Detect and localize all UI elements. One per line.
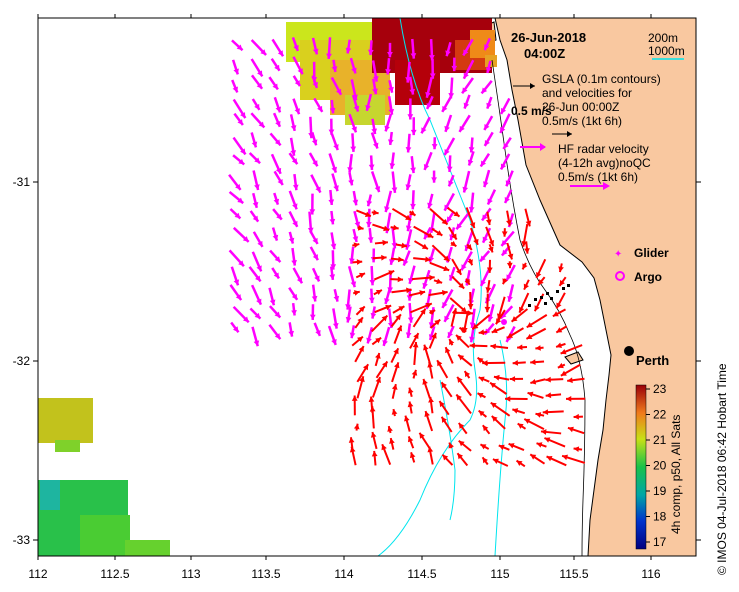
svg-text:GSLA (0.1m contours): GSLA (0.1m contours) <box>542 72 661 86</box>
glider-track <box>501 284 570 325</box>
glider-legend-label: Glider <box>634 246 669 260</box>
isobath-200m <box>491 59 586 557</box>
time-title: 04:00Z <box>524 46 565 61</box>
legend-1000m: 1000m <box>648 44 685 58</box>
colorbar-title: 4h comp, p50, All Sats <box>669 415 683 534</box>
argo-legend-label: Argo <box>634 270 662 284</box>
x-tick-label: 116 <box>641 567 660 581</box>
x-tick-label: 114 <box>334 567 353 581</box>
y-tick-label: -31 <box>13 175 31 189</box>
x-tick-label: 115.5 <box>559 567 588 581</box>
x-tick-label: 112 <box>28 567 47 581</box>
svg-text:26-Jun 00:00Z: 26-Jun 00:00Z <box>542 100 619 114</box>
x-tick-label: 113 <box>181 567 200 581</box>
svg-text:(4-12h avg)noQC: (4-12h avg)noQC <box>558 156 651 170</box>
colorbar-tick-label: 23 <box>653 382 667 396</box>
colorbar-tick-label: 18 <box>653 510 667 524</box>
perth-label: Perth <box>636 353 669 368</box>
date-title: 26-Jun-2018 <box>511 30 586 45</box>
imos-credit: © IMOS 04-Jul-2018 06:42 Hobart Time <box>715 363 729 575</box>
y-axis-latitude: -31 -32 -33 <box>13 175 701 547</box>
gsla-velocity-arrows <box>228 37 516 347</box>
x-tick-label: 112.5 <box>100 567 129 581</box>
colorbar-tick-label: 17 <box>653 535 667 549</box>
y-tick-label: -33 <box>13 533 31 547</box>
svg-text:✦: ✦ <box>614 249 622 260</box>
hf-radar-legend: HF radar velocity (4-12h avg)noQC 0.5m/s… <box>520 142 651 190</box>
map-frame <box>37 17 697 557</box>
colorbar-tick-label: 21 <box>653 433 667 447</box>
svg-text:0.5m/s (1kt 6h): 0.5m/s (1kt 6h) <box>558 170 638 184</box>
sst-patch-southwest <box>38 480 170 556</box>
x-tick-label: 115 <box>490 567 509 581</box>
perth-marker <box>624 346 634 356</box>
y-tick-label: -32 <box>13 354 31 368</box>
isobath-1000m <box>377 17 482 557</box>
map-plot-area <box>38 17 697 557</box>
colorbar-tick-label: 19 <box>653 484 667 498</box>
colorbar-tick-label: 20 <box>653 459 667 473</box>
x-axis-longitude: 112 112.5 113 113.5 114 114.5 115 115.5 116 <box>28 14 661 581</box>
gsla-legend: GSLA (0.1m contours) and velocities for … <box>513 72 661 137</box>
svg-text:and velocities for: and velocities for <box>542 86 632 100</box>
symbol-legend: ✦ Glider Argo <box>614 246 669 284</box>
x-tick-label: 113.5 <box>251 567 280 581</box>
scale-bar-label: 0.5 m/s <box>511 104 552 118</box>
x-tick-label: 114.5 <box>407 567 436 581</box>
svg-text:0.5m/s (1kt 6h): 0.5m/s (1kt 6h) <box>542 114 622 128</box>
sst-colorbar: 23 22 21 20 19 18 17 4h comp, p50, All Sats <box>635 382 683 550</box>
sst-patch-west <box>38 398 93 452</box>
hf-radar-velocity-arrows <box>348 207 586 468</box>
svg-text:HF radar velocity: HF radar velocity <box>558 142 649 156</box>
colorbar-tick-label: 22 <box>653 408 667 422</box>
legend-200m: 200m <box>648 31 678 45</box>
